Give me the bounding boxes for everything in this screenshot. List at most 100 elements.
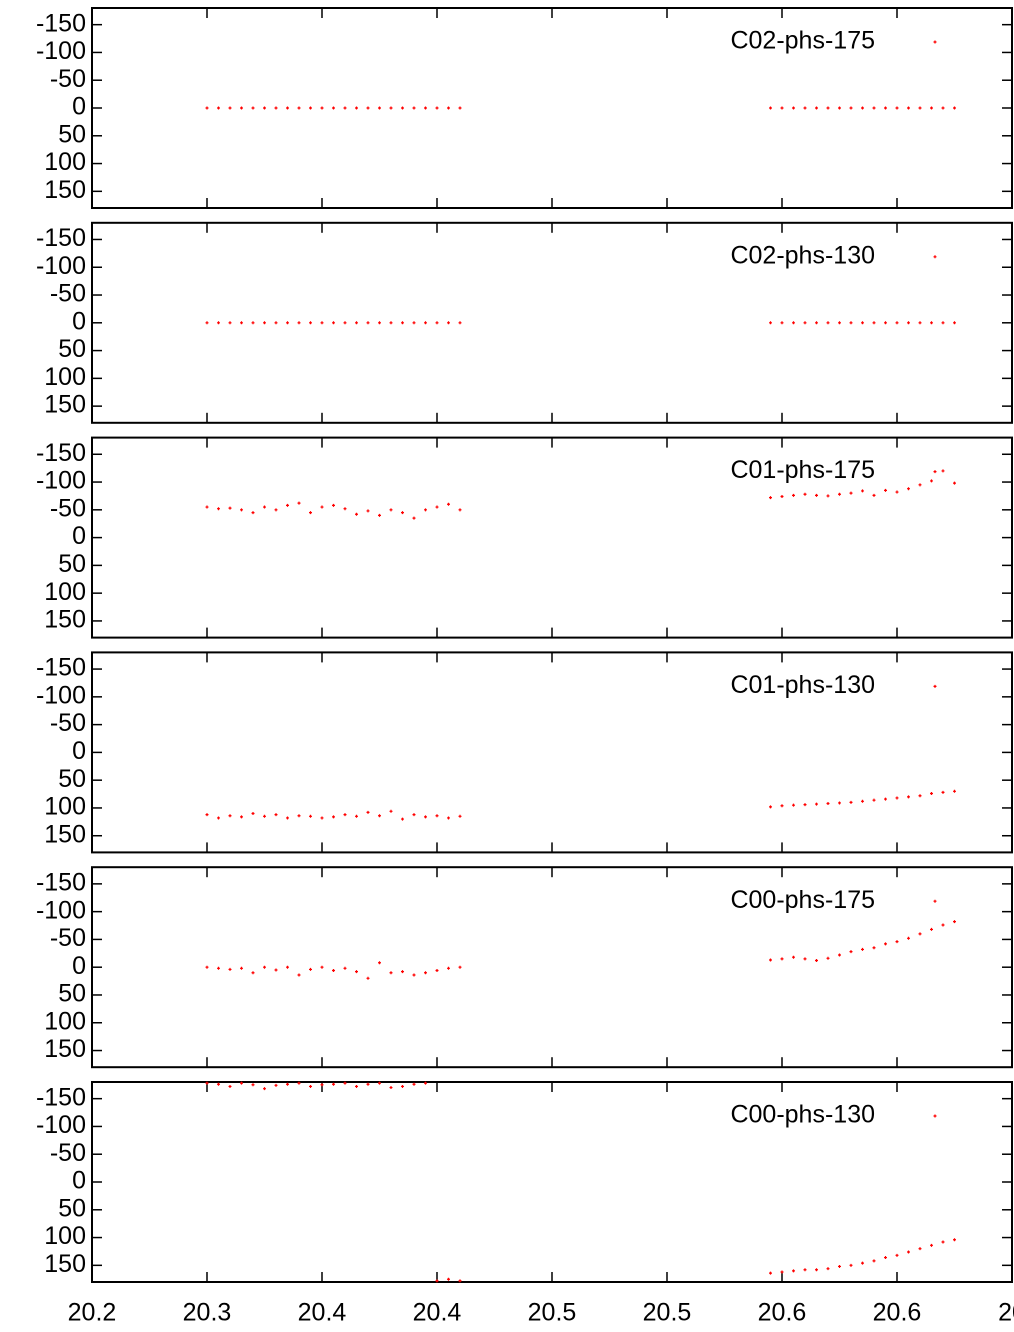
point — [447, 321, 450, 325]
point — [435, 1279, 439, 1283]
point — [849, 106, 853, 110]
point — [366, 976, 370, 980]
legend-label: C00-phs-130 — [730, 1101, 875, 1129]
point — [343, 106, 347, 110]
point — [205, 505, 209, 509]
point — [297, 1081, 301, 1085]
point — [366, 321, 370, 325]
point — [263, 321, 266, 325]
y-tick-label: -150 — [36, 9, 86, 37]
point — [826, 956, 830, 960]
point — [838, 492, 841, 496]
y-tick-label: -50 — [50, 494, 86, 522]
point — [366, 509, 370, 513]
point — [907, 487, 910, 491]
point — [872, 106, 876, 110]
point — [826, 106, 830, 110]
point — [217, 816, 220, 820]
point — [286, 106, 289, 110]
point — [884, 321, 887, 325]
point — [838, 953, 841, 957]
y-tick-label: 0 — [72, 307, 86, 335]
y-tick-label: -100 — [36, 467, 86, 495]
point — [941, 106, 945, 110]
point — [274, 321, 278, 325]
point — [412, 516, 416, 520]
y-tick-label: 0 — [72, 93, 86, 121]
point — [355, 106, 358, 110]
point — [769, 106, 772, 110]
point — [435, 814, 439, 818]
point — [240, 106, 243, 110]
point — [953, 321, 956, 325]
point — [320, 321, 324, 325]
y-tick-label: 0 — [72, 737, 86, 765]
point — [792, 493, 795, 497]
point — [769, 321, 772, 325]
point — [240, 321, 243, 325]
point — [401, 321, 404, 325]
point — [320, 106, 324, 110]
point — [366, 106, 370, 110]
legend-label: C00-phs-175 — [730, 886, 875, 914]
point — [274, 106, 278, 110]
point — [297, 501, 301, 505]
point — [780, 494, 784, 498]
legend-marker — [933, 684, 937, 688]
x-tick-label: 20.6 — [758, 1299, 807, 1327]
point — [447, 966, 450, 970]
legend-label: C01-phs-130 — [730, 671, 875, 699]
point — [378, 814, 381, 818]
point — [941, 469, 945, 473]
point — [884, 488, 887, 492]
point — [217, 966, 220, 970]
point — [838, 1264, 841, 1268]
point — [918, 483, 922, 487]
point — [205, 965, 209, 969]
y-tick-label: -100 — [36, 252, 86, 280]
point — [861, 1261, 864, 1265]
point — [918, 794, 922, 798]
point — [309, 1084, 312, 1088]
point — [389, 971, 393, 975]
point — [872, 798, 876, 802]
point — [309, 814, 312, 818]
point — [389, 508, 393, 512]
point — [447, 816, 450, 820]
point — [826, 1267, 830, 1271]
point — [228, 321, 232, 325]
x-tick-label: 20.5 — [528, 1299, 577, 1327]
y-tick-label: 0 — [72, 952, 86, 980]
point — [826, 802, 830, 806]
point — [780, 321, 784, 325]
point — [274, 968, 278, 972]
y-tick-label: 50 — [58, 335, 86, 363]
y-tick-label: 100 — [44, 1007, 86, 1035]
point — [780, 1270, 784, 1274]
point — [872, 946, 876, 950]
point — [424, 508, 427, 512]
y-tick-label: 50 — [58, 765, 86, 793]
point — [838, 106, 841, 110]
y-tick-label: 150 — [44, 391, 86, 419]
point — [332, 1082, 335, 1086]
point — [217, 321, 220, 325]
point — [458, 814, 462, 818]
point — [274, 508, 278, 512]
point — [907, 321, 910, 325]
point — [861, 321, 864, 325]
point — [309, 321, 312, 325]
point — [263, 965, 266, 969]
point — [884, 797, 887, 801]
legend-marker — [933, 1114, 937, 1118]
point — [205, 321, 209, 325]
point — [803, 957, 807, 961]
point — [884, 106, 887, 110]
point — [309, 106, 312, 110]
point — [780, 804, 784, 808]
point — [458, 1279, 462, 1283]
